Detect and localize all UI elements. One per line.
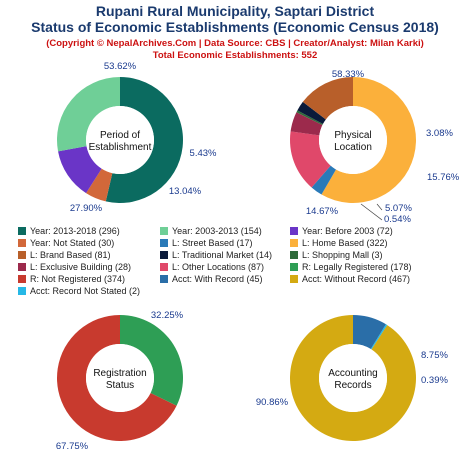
legend-item-year-not-stated-30: Year: Not Stated (30): [18, 238, 114, 248]
legend-label: Acct: Without Record (467): [302, 274, 411, 284]
legend-label: Year: 2013-2018 (296): [30, 226, 120, 236]
leader-line: [360, 203, 383, 221]
legend-swatch: [18, 287, 26, 295]
pct-label-l-brand-based: 14.67%: [306, 206, 339, 217]
legend-item-year-2003-2013-154: Year: 2003-2013 (154): [160, 226, 262, 236]
legend-item-acct-record-not-stated-2: Acct: Record Not Stated (2): [18, 286, 140, 296]
center-label: Registration: [93, 368, 146, 379]
legend-label: R: Not Registered (374): [30, 274, 126, 284]
slice-r-legally-registered: [120, 315, 183, 406]
legend-label: Year: Not Stated (30): [30, 238, 115, 248]
slice-year-2013-2018: [105, 77, 183, 203]
legend-label: Year: 2003-2013 (154): [172, 226, 262, 236]
chart-title: Rupani Rural Municipality, Saptari Distr…: [95, 3, 375, 19]
pct-label-r-not-registered: 67.75%: [56, 441, 89, 452]
legend-swatch: [18, 263, 26, 271]
chart-subtitle: Status of Economic Establishments (Econo…: [31, 19, 439, 35]
legend-item-r-legally-registered-178: R: Legally Registered (178): [290, 262, 412, 272]
slice-year-not-stated: [86, 168, 113, 202]
slice-l-shopping-mall: [296, 110, 323, 126]
legend-swatch: [290, 275, 298, 283]
legend-swatch: [290, 251, 298, 259]
center-label: Records: [334, 380, 371, 391]
legend-item-l-other-locations-87: L: Other Locations (87): [160, 262, 264, 272]
legend-label: L: Traditional Market (14): [172, 250, 273, 260]
donut-hole: [86, 106, 154, 174]
slice-l-street-based: [311, 165, 336, 195]
slice-r-not-registered: [57, 315, 177, 442]
donut-hole: [86, 344, 154, 412]
legend-item-l-brand-based-81: L: Brand Based (81): [18, 250, 111, 260]
legend-swatch: [290, 227, 298, 235]
pct-label-year-before-2003: 13.04%: [169, 186, 202, 197]
legend-label: L: Street Based (17): [172, 238, 253, 248]
legend-label: L: Brand Based (81): [30, 250, 111, 260]
center-label: Physical: [334, 130, 371, 141]
legend-item-r-not-registered-374: R: Not Registered (374): [18, 274, 125, 284]
slice-l-other-locations: [290, 131, 331, 188]
pct-label-acct-with-record: 8.75%: [421, 350, 448, 361]
pct-label-year-2003-2013: 27.90%: [70, 203, 103, 214]
legend-item-l-traditional-market-14: L: Traditional Market (14): [160, 250, 272, 260]
center-label: Status: [106, 380, 134, 391]
legend-item-year-before-2003-72: Year: Before 2003 (72): [290, 226, 393, 236]
legend-item-acct-without-record-467: Acct: Without Record (467): [290, 274, 410, 284]
legend-swatch: [160, 251, 168, 259]
slice-acct-without-record: [290, 315, 416, 442]
legend-item-l-street-based-17: L: Street Based (17): [160, 238, 253, 248]
legend-swatch: [160, 263, 168, 271]
pct-label-year-2013-2018: 53.62%: [104, 61, 137, 72]
slice-l-home-based: [321, 77, 417, 204]
slice-l-brand-based: [302, 77, 353, 120]
legend-item-l-home-based-322: L: Home Based (322): [290, 238, 388, 248]
pct-label-acct-without-record: 90.86%: [256, 397, 289, 408]
legend-item-year-2013-2018-296: Year: 2013-2018 (296): [18, 226, 120, 236]
legend-swatch: [160, 275, 168, 283]
legend-swatch: [18, 227, 26, 235]
legend-label: L: Shopping Mall (3): [302, 250, 383, 260]
legend-item-l-shopping-mall-3: L: Shopping Mall (3): [290, 250, 383, 260]
legend-label: Acct: Record Not Stated (2): [30, 286, 141, 296]
pct-label-l-home-based: 58.33%: [332, 69, 365, 80]
slice-year-before-2003: [58, 146, 102, 194]
donut-hole: [319, 106, 387, 174]
legend-label: L: Other Locations (87): [172, 262, 265, 272]
center-label: Period of: [100, 130, 140, 141]
donut-hole: [319, 344, 387, 412]
center-label: Establishment: [89, 142, 152, 153]
legend-label: Year: Before 2003 (72): [302, 226, 393, 236]
pct-label-r-legally-registered: 32.25%: [151, 310, 184, 321]
pct-label-year-not-stated: 5.43%: [190, 148, 217, 159]
legend-item-acct-with-record-45: Acct: With Record (45): [160, 274, 263, 284]
legend-item-l-exclusive-building-28: L: Exclusive Building (28): [18, 262, 131, 272]
pct-label-l-street-based: 3.08%: [426, 128, 453, 139]
legend-swatch: [18, 251, 26, 259]
slice-acct-with-record: [353, 315, 386, 350]
copyright-credit: (Copyright © NepalArchives.Com | Data So…: [46, 38, 424, 49]
slice-acct-record-not-stated: [370, 324, 388, 350]
total-count: Total Economic Establishments: 552: [152, 50, 318, 61]
legend-swatch: [18, 275, 26, 283]
center-label: Location: [334, 142, 372, 153]
pct-label-l-exclusive-building: 5.07%: [385, 203, 412, 214]
slice-l-exclusive-building: [290, 112, 323, 136]
legend-label: R: Legally Registered (178): [302, 262, 412, 272]
pct-label-acct-record-not-stated: 0.39%: [421, 375, 448, 386]
pct-label-l-shopping-mall: 0.54%: [384, 214, 411, 225]
slice-year-2003-2013: [56, 77, 120, 152]
legend-swatch: [18, 239, 26, 247]
legend-label: Acct: With Record (45): [172, 274, 263, 284]
legend-swatch: [160, 227, 168, 235]
legend-label: L: Exclusive Building (28): [30, 262, 132, 272]
slice-l-traditional-market: [297, 101, 326, 125]
center-label: Accounting: [328, 368, 377, 379]
legend-swatch: [160, 239, 168, 247]
leader-line: [376, 203, 383, 211]
legend-swatch: [290, 239, 298, 247]
legend: Year: 2013-2018 (296) Year: 2003-2013 (15…: [0, 226, 470, 296]
pct-label-l-other-locations: 15.76%: [427, 172, 460, 183]
legend-swatch: [290, 263, 298, 271]
legend-label: L: Home Based (322): [302, 238, 388, 248]
